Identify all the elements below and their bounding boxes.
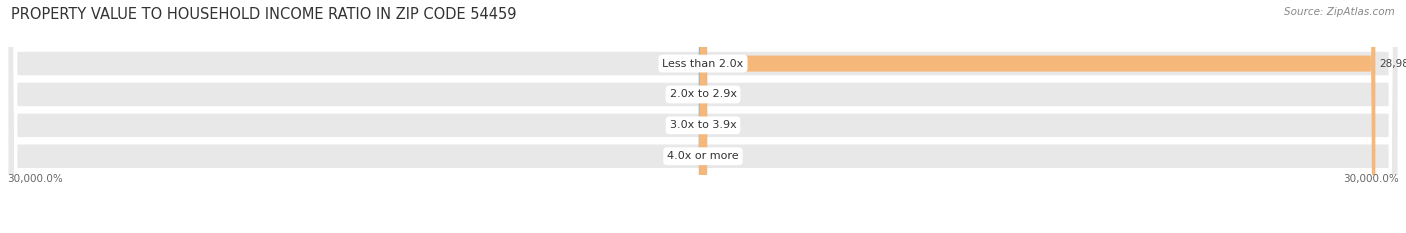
Text: 23.4%: 23.4% xyxy=(666,151,699,161)
Text: Less than 2.0x: Less than 2.0x xyxy=(662,58,744,69)
Text: PROPERTY VALUE TO HOUSEHOLD INCOME RATIO IN ZIP CODE 54459: PROPERTY VALUE TO HOUSEHOLD INCOME RATIO… xyxy=(11,7,517,22)
FancyBboxPatch shape xyxy=(699,0,707,233)
Legend: Without Mortgage, With Mortgage: Without Mortgage, With Mortgage xyxy=(589,231,817,233)
Text: 9.6%: 9.6% xyxy=(707,151,733,161)
Text: 6.6%: 6.6% xyxy=(673,120,699,130)
Text: 43.5%: 43.5% xyxy=(707,89,741,99)
Text: 2.0x to 2.9x: 2.0x to 2.9x xyxy=(669,89,737,99)
FancyBboxPatch shape xyxy=(699,0,707,233)
FancyBboxPatch shape xyxy=(699,0,707,233)
Text: 18.4%: 18.4% xyxy=(666,89,699,99)
FancyBboxPatch shape xyxy=(699,0,707,233)
FancyBboxPatch shape xyxy=(699,0,706,233)
Text: 30,000.0%: 30,000.0% xyxy=(7,174,63,184)
FancyBboxPatch shape xyxy=(7,0,1399,233)
Text: 30,000.0%: 30,000.0% xyxy=(1343,174,1399,184)
FancyBboxPatch shape xyxy=(699,0,707,233)
FancyBboxPatch shape xyxy=(703,0,1375,233)
FancyBboxPatch shape xyxy=(7,0,1399,233)
FancyBboxPatch shape xyxy=(7,0,1399,233)
Text: 3.0x to 3.9x: 3.0x to 3.9x xyxy=(669,120,737,130)
FancyBboxPatch shape xyxy=(7,0,1399,233)
Text: 4.0x or more: 4.0x or more xyxy=(668,151,738,161)
Text: 32.1%: 32.1% xyxy=(707,120,741,130)
Text: 48.8%: 48.8% xyxy=(665,58,699,69)
FancyBboxPatch shape xyxy=(699,0,707,233)
Text: Source: ZipAtlas.com: Source: ZipAtlas.com xyxy=(1284,7,1395,17)
Text: 28,982.3%: 28,982.3% xyxy=(1379,58,1406,69)
